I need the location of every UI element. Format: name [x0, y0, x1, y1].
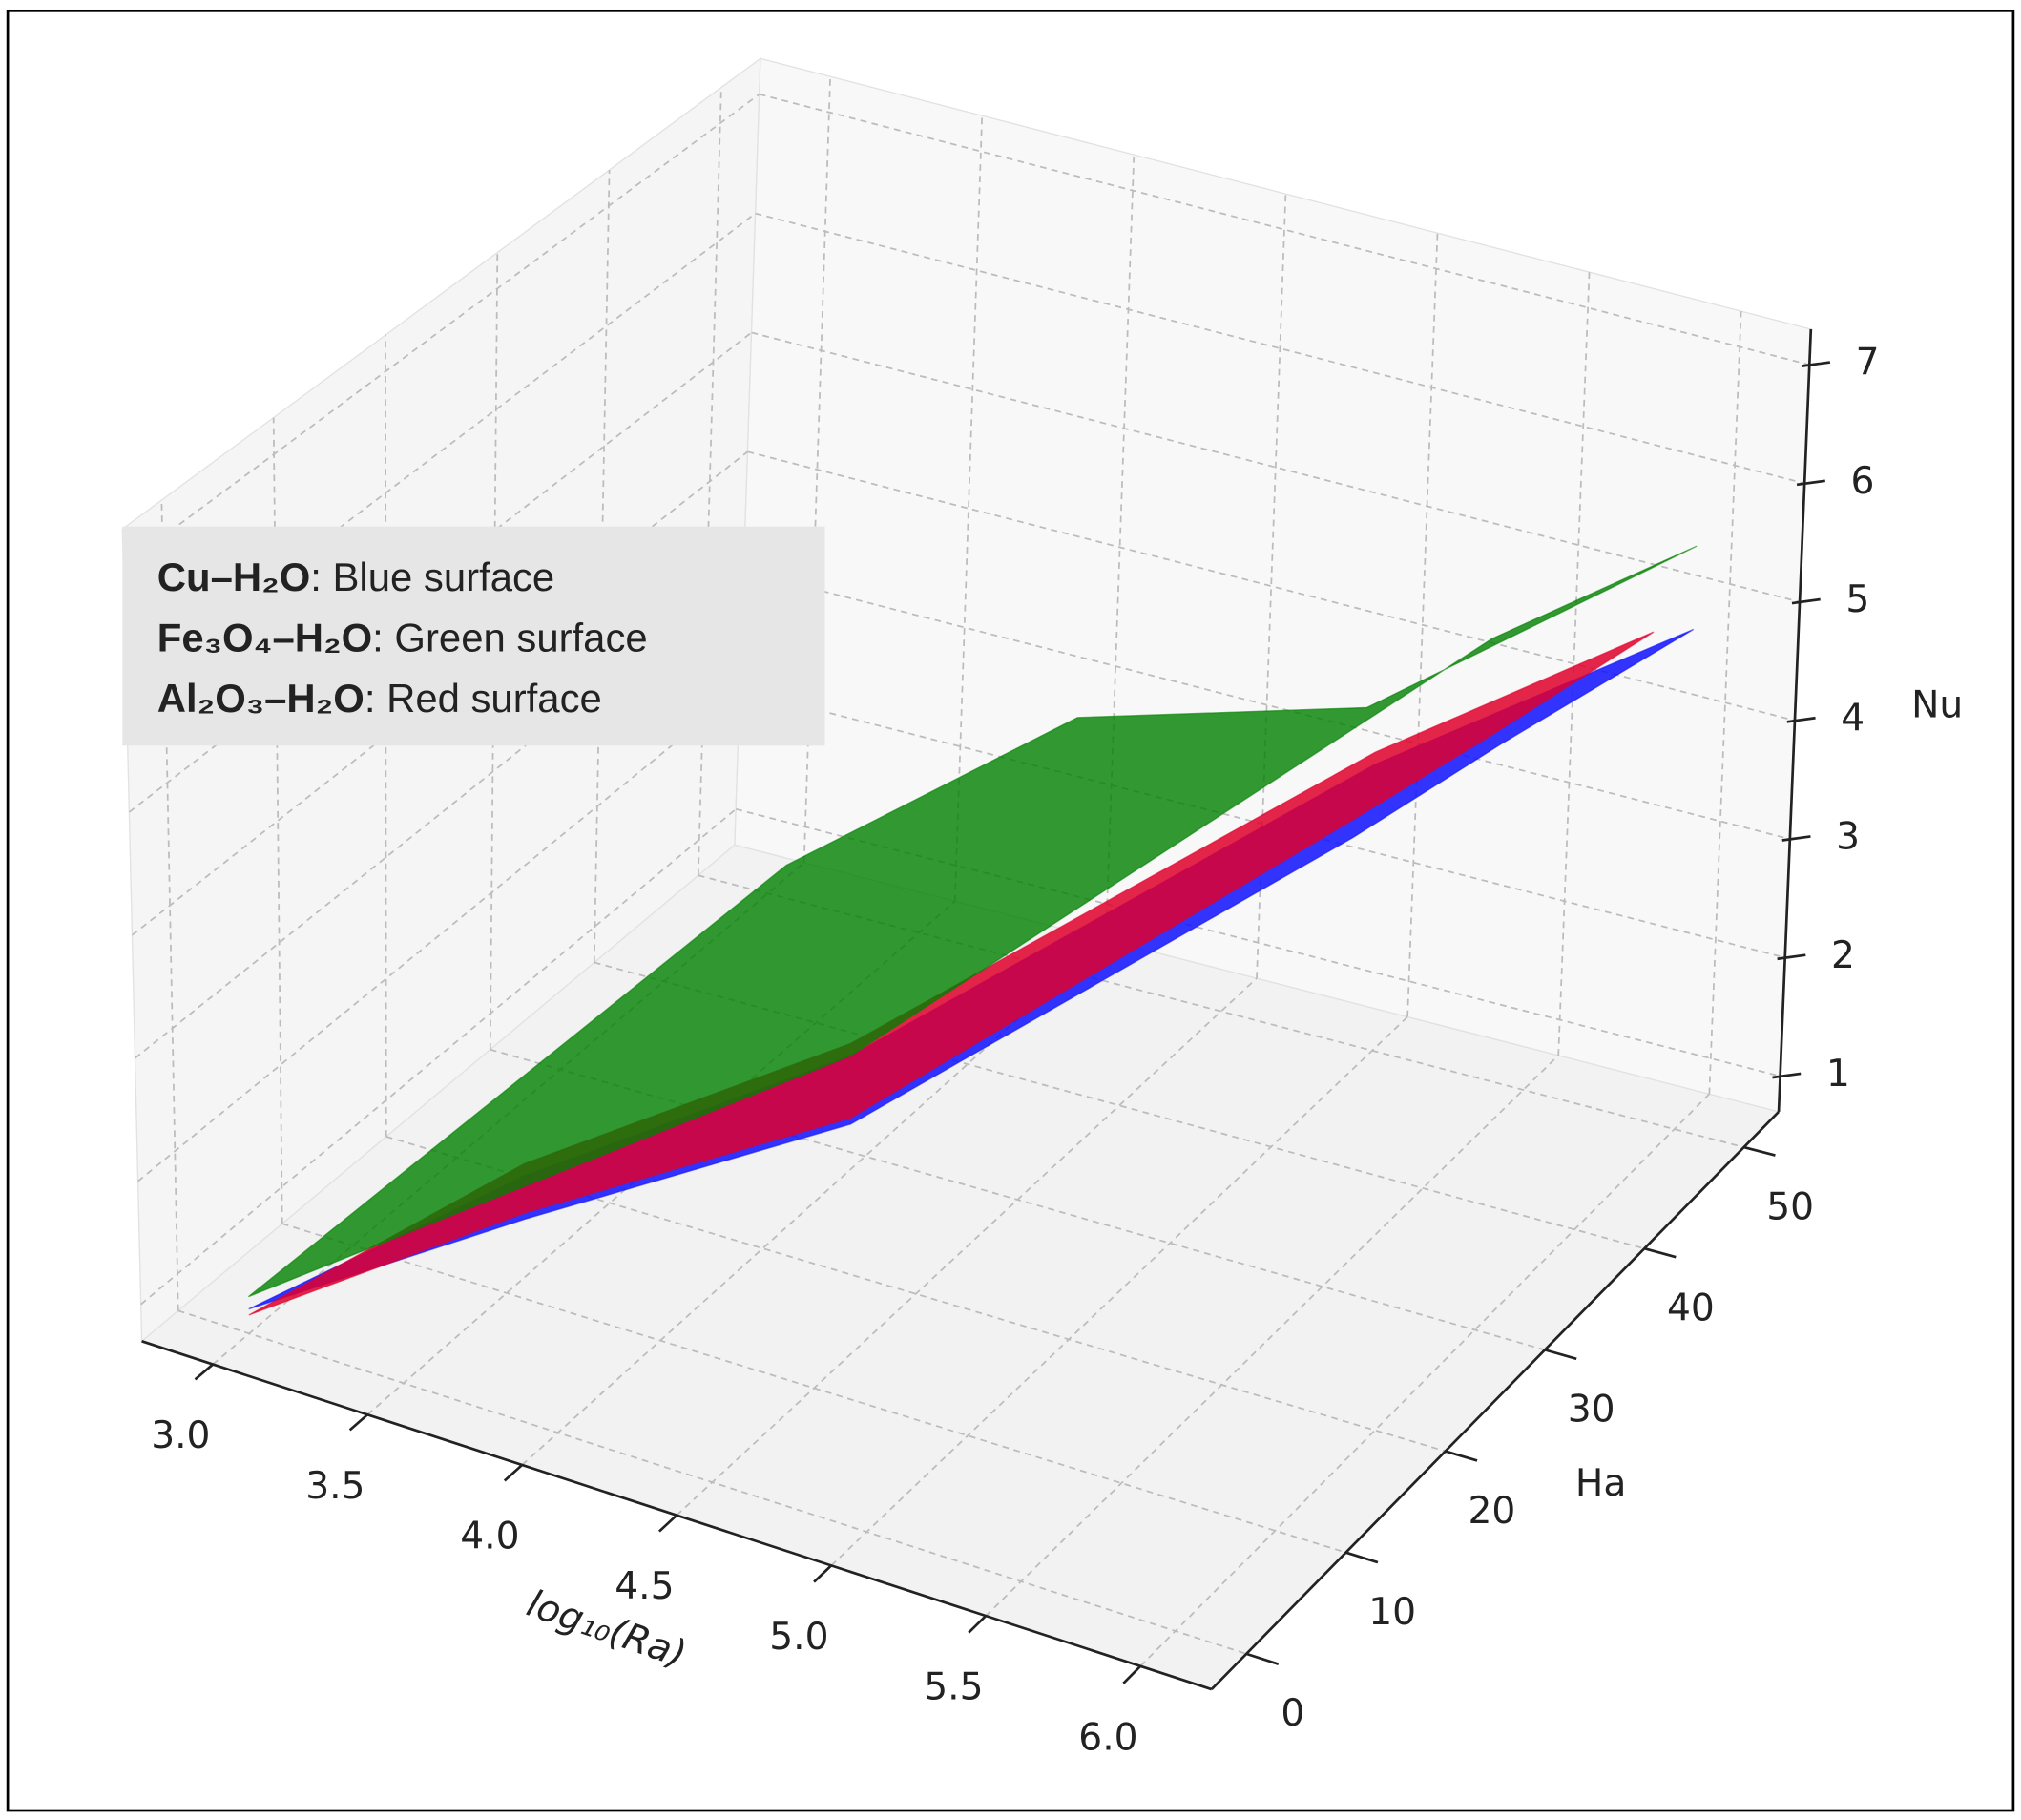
grid-line	[490, 1048, 1546, 1351]
legend-entry: Al₂O₃–H₂O: Red surface	[157, 676, 602, 721]
y-tick	[1345, 1551, 1379, 1564]
x-tick	[813, 1564, 833, 1583]
grid-line	[953, 115, 984, 902]
y-tick	[1544, 1349, 1577, 1361]
y-tick-label: 40	[1667, 1287, 1715, 1330]
grid-line	[747, 450, 1796, 722]
grid-line	[1557, 272, 1591, 1056]
y-tick-label: 30	[1568, 1389, 1615, 1432]
z-tick-label: 3	[1836, 816, 1860, 859]
x-tick-label: 5.5	[924, 1666, 983, 1709]
legend-box	[122, 526, 825, 746]
x-axis	[141, 1340, 1213, 1691]
z-tick	[1781, 835, 1811, 842]
z-tick	[1796, 479, 1825, 487]
surfaces	[248, 545, 1698, 1316]
z-tick	[1777, 953, 1806, 961]
grid-line	[137, 689, 740, 1182]
grid-line	[985, 1055, 1559, 1617]
z-tick	[1802, 361, 1831, 367]
x-tick-label: 3.5	[305, 1465, 365, 1508]
y-tick-label: 0	[1281, 1692, 1304, 1735]
x-tick-label: 4.0	[460, 1515, 519, 1558]
z-tick-label: 7	[1856, 342, 1880, 385]
y-tick-label: 10	[1368, 1591, 1416, 1634]
y-tick	[1643, 1246, 1677, 1259]
grid-line	[140, 808, 737, 1306]
surface	[248, 545, 1698, 1298]
x-tick	[1122, 1664, 1142, 1684]
z-axis-label: Nu	[1911, 683, 1963, 726]
z-tick-label: 2	[1831, 934, 1855, 977]
grid-line	[594, 961, 1645, 1250]
x-tick-label: 6.0	[1078, 1716, 1137, 1759]
legend-description: : Blue surface	[310, 554, 554, 599]
x-tick-label: 5.0	[769, 1616, 828, 1659]
x-tick	[348, 1413, 369, 1432]
legend-formula: Cu–H₂O	[157, 554, 310, 599]
grid-line	[676, 977, 1258, 1517]
legend-entry: Cu–H₂O: Blue surface	[157, 554, 554, 599]
y-tick	[1245, 1652, 1280, 1665]
x-tick	[968, 1615, 988, 1634]
x-tick	[657, 1514, 678, 1533]
z-tick-label: 6	[1850, 460, 1874, 503]
y-tick	[1445, 1450, 1478, 1462]
legend-description: : Green surface	[372, 616, 647, 660]
z-tick-label: 4	[1841, 697, 1865, 740]
legend-formula: Al₂O₃–H₂O	[157, 676, 365, 721]
x-tick	[503, 1463, 524, 1482]
grid-line	[1708, 311, 1742, 1095]
legend-entry: Fe₃O₄–H₂O: Green surface	[157, 616, 648, 660]
legend-formula: Fe₃O₄–H₂O	[157, 616, 372, 660]
y-tick-label: 20	[1468, 1490, 1515, 1533]
legend-description: : Red surface	[365, 676, 602, 721]
z-tick-label: 5	[1845, 578, 1869, 621]
z-tick	[1786, 716, 1816, 723]
y-tick-label: 50	[1766, 1185, 1814, 1228]
x-tick-label: 4.5	[615, 1565, 674, 1608]
z-tick-label: 1	[1826, 1053, 1850, 1096]
grid	[122, 76, 1810, 1667]
legend: Cu–H₂O: Blue surface Fe₃O₄–H₂O: Green sur…	[157, 554, 648, 721]
y-axis	[1210, 1110, 1781, 1690]
z-axis	[1777, 328, 1813, 1112]
y-tick	[1743, 1145, 1776, 1157]
grid-line	[830, 1015, 1408, 1567]
x-tick	[194, 1363, 214, 1381]
grid-line	[1406, 233, 1439, 1017]
grid-line	[385, 1136, 1447, 1453]
z-tick	[1772, 1072, 1802, 1079]
grid-line	[122, 94, 760, 567]
grid-line	[177, 1309, 1247, 1655]
grid-line	[751, 331, 1801, 603]
z-tick	[1791, 597, 1821, 605]
grid-line	[743, 570, 1791, 841]
x-tick-label: 3.0	[151, 1414, 210, 1457]
y-axis-label: Ha	[1575, 1462, 1626, 1505]
